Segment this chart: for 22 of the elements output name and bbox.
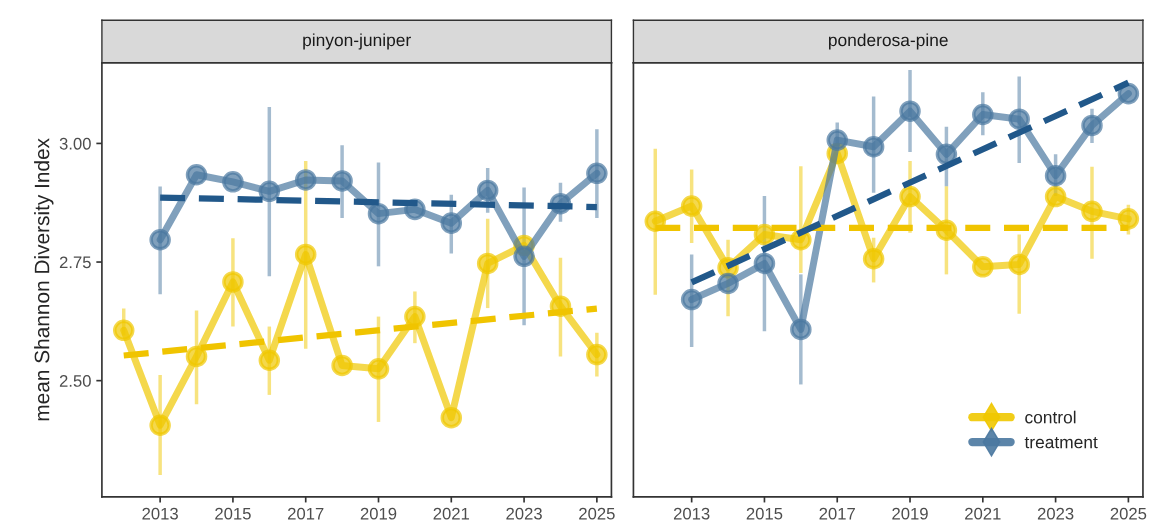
x-tick-label: 2021 [433,507,470,520]
x-tick-label: 2023 [506,507,542,520]
x-tick-label: 2015 [746,507,783,520]
x-tick-label: 2019 [360,507,397,520]
x-tick-label: 2019 [892,507,928,520]
x-tick-label: 2013 [142,507,178,520]
chart-title: ponderosa-pine [828,33,948,50]
x-tick-label: 2025 [1110,507,1147,520]
x-tick-label: 2025 [579,507,615,520]
y-axis-title: mean Shannon Diversity Index [34,138,54,421]
legend-label: treatment [1024,436,1098,449]
x-tick-label: 2013 [673,507,710,520]
legend-label: control [1025,410,1076,424]
y-tick-label: 2.50 [59,375,91,387]
x-tick-label: 2015 [215,507,251,520]
y-tick-label: 2.75 [59,256,91,269]
y-tick-label: 3.00 [59,137,91,150]
x-tick-label: 2021 [965,507,1001,520]
x-tick-label: 2017 [288,507,324,520]
x-tick-label: 2023 [1037,507,1074,520]
x-tick-label: 2017 [819,507,855,520]
chart-title: pinyon-juniper [303,33,411,50]
